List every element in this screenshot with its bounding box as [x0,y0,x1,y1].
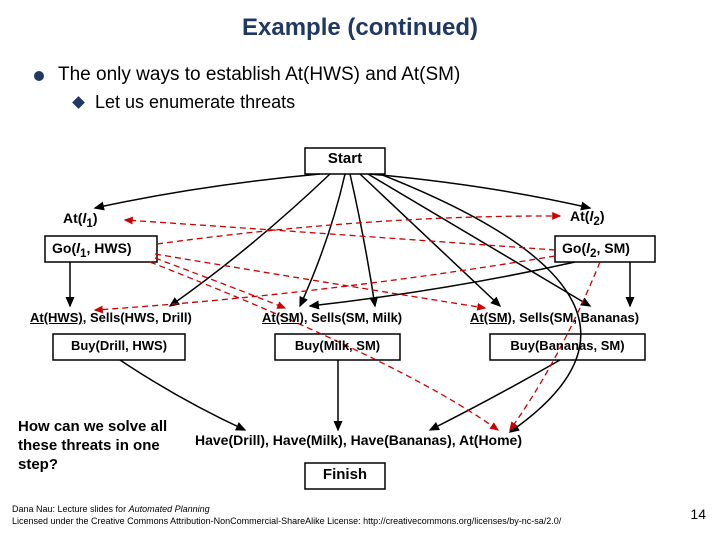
pre2-label: At(SM), Sells(SM, Milk) [262,310,402,325]
buy3-label: Buy(Bananas, SM) [490,338,645,353]
slide-number: 14 [690,506,706,522]
footer-line2: Licensed under the Creative Commons Attr… [12,516,561,526]
start-box-label: Start [305,150,385,167]
buy1-label: Buy(Drill, HWS) [53,338,185,353]
pre3-label: At(SM), Sells(SM, Bananas) [470,310,639,325]
question-text: How can we solve all these threats in on… [18,418,168,474]
pre1-label: At(HWS), Sells(HWS, Drill) [30,310,192,325]
go-l1-label: Go(l1, HWS) [52,240,132,260]
footer-line1: Dana Nau: Lecture slides for Automated P… [12,504,210,514]
at-l2-label: At(l2) [570,208,604,228]
at-l1-label: At(l1) [63,210,97,230]
finish-box-label: Finish [305,466,385,483]
goals-label: Have(Drill), Have(Milk), Have(Bananas), … [195,432,522,448]
buy2-label: Buy(Milk, SM) [275,338,400,353]
go-l2-label: Go(l2, SM) [562,240,630,260]
